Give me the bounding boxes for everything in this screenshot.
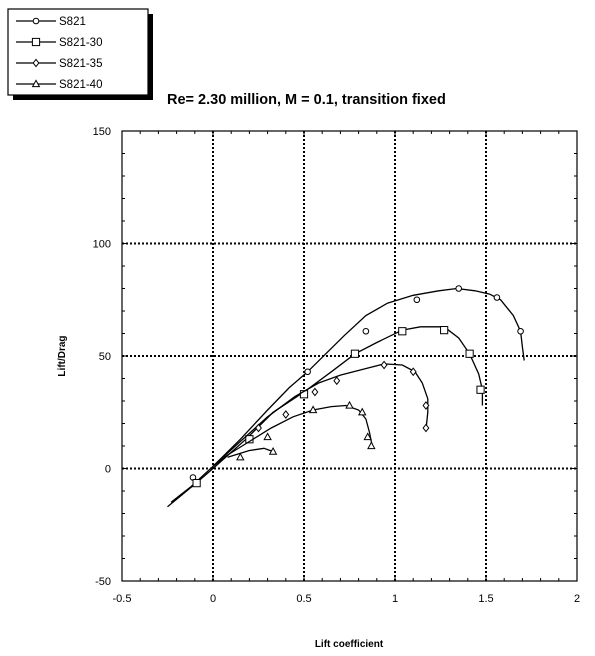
- y-axis-title: Lift/Drag: [57, 335, 68, 376]
- triangle-marker: [357, 407, 367, 416]
- square-marker: [350, 349, 360, 358]
- square-marker: [31, 37, 41, 47]
- x-tick-label: 2: [574, 593, 580, 605]
- legend-label: S821: [59, 16, 86, 28]
- legend-label: S821-35: [59, 58, 102, 70]
- series-3: [212, 400, 376, 467]
- circle-marker: [362, 327, 370, 335]
- series-line: [212, 404, 374, 467]
- square-marker: [398, 327, 407, 336]
- diamond-marker: [422, 423, 430, 433]
- circle-marker: [32, 17, 40, 25]
- circle-marker: [517, 327, 524, 335]
- triangle-marker: [308, 405, 318, 414]
- legend: S821 S821-30 S821-35 S821-40: [7, 8, 153, 100]
- legend-label: S821-40: [59, 79, 102, 91]
- y-tick-label: 0: [105, 464, 111, 476]
- y-tick-label: 100: [93, 239, 111, 251]
- square-marker: [440, 326, 449, 335]
- triangle-marker: [236, 452, 245, 461]
- circle-marker: [493, 294, 501, 301]
- x-axis-title: Lift coefficient: [315, 639, 384, 650]
- y-tick-label: 150: [93, 126, 111, 138]
- x-tick-label: 0: [210, 593, 216, 605]
- triangle-marker: [31, 79, 41, 88]
- series-line: [212, 363, 429, 467]
- series-line: [227, 447, 274, 458]
- diamond-marker: [32, 58, 40, 68]
- series-4: [227, 446, 278, 458]
- diamond-marker: [380, 360, 388, 370]
- triangle-marker: [363, 432, 372, 441]
- legend-entry: S821-40: [16, 79, 102, 91]
- legend-entry: S821: [16, 16, 86, 28]
- triangle-marker: [268, 446, 278, 455]
- diamond-marker: [282, 410, 290, 419]
- legend-items: S821 S821-30 S821-35 S821-40: [16, 16, 102, 91]
- x-tick-label: 1: [392, 593, 398, 605]
- legend-entry: S821-35: [16, 58, 102, 70]
- axis-ticks: [121, 130, 578, 582]
- triangle-marker: [367, 441, 376, 450]
- circle-marker: [304, 368, 311, 376]
- x-tick-labels: -0.5 0 0.5 1 1.5 2: [113, 593, 581, 605]
- legend-box: [7, 8, 149, 96]
- circle-marker: [455, 285, 463, 292]
- series-1: [167, 326, 485, 508]
- circle-marker: [413, 296, 421, 304]
- gridlines: [122, 131, 577, 581]
- square-marker: [192, 479, 201, 488]
- y-tick-label: -50: [95, 576, 111, 588]
- diamond-marker: [311, 387, 319, 397]
- x-tick-label: 0.5: [296, 593, 311, 605]
- diamond-marker: [333, 376, 341, 386]
- triangle-marker: [345, 400, 354, 409]
- series-line: [170, 287, 525, 503]
- legend-entry: S821-30: [16, 37, 102, 49]
- y-tick-labels: -50 0 50 100 150: [93, 126, 111, 588]
- diamond-marker: [255, 423, 262, 433]
- series-2: [212, 360, 430, 467]
- x-tick-label: -0.5: [113, 593, 132, 605]
- series-group: [167, 285, 525, 508]
- series-line: [167, 326, 484, 508]
- triangle-marker: [263, 432, 272, 441]
- diamond-marker: [422, 401, 430, 410]
- square-marker: [476, 385, 485, 394]
- chart-title: Re= 2.30 million, M = 0.1, transition fi…: [167, 92, 446, 108]
- diamond-marker: [409, 367, 417, 377]
- legend-label: S821-30: [59, 37, 102, 49]
- square-marker: [465, 349, 474, 358]
- series-0: [170, 285, 525, 503]
- y-tick-label: 50: [99, 351, 111, 363]
- x-tick-label: 1.5: [478, 593, 493, 605]
